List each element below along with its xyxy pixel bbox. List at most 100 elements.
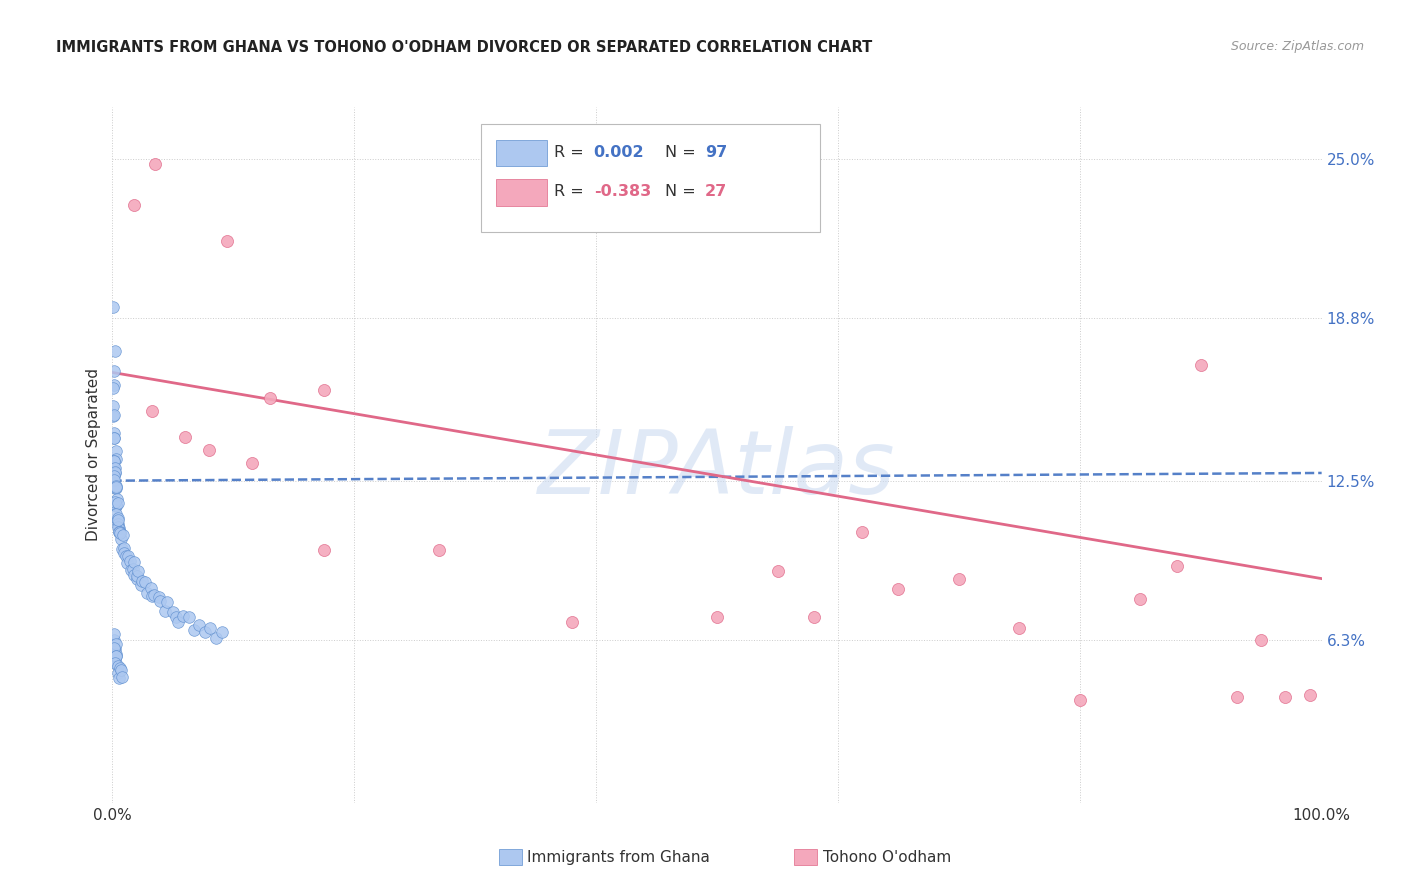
Point: [1274, 690, 1296, 705]
Text: ZIPAtlas: ZIPAtlas: [538, 425, 896, 512]
Point: [104, 498, 127, 512]
Point: [148, 590, 170, 604]
Point: [120, 563, 142, 577]
Point: [110, 533, 132, 547]
Point: [107, 671, 129, 685]
Y-axis label: Divorced or Separated: Divorced or Separated: [86, 368, 101, 541]
Point: [103, 431, 125, 445]
Point: [165, 610, 187, 624]
Point: [561, 615, 583, 630]
Point: [105, 491, 128, 506]
Point: [103, 408, 125, 422]
Point: [104, 647, 127, 661]
Point: [125, 569, 148, 583]
Point: [112, 541, 135, 555]
Point: [107, 516, 129, 531]
Point: [104, 653, 127, 667]
Point: [103, 461, 125, 475]
Point: [172, 608, 194, 623]
Point: [104, 466, 127, 480]
Text: 97: 97: [704, 145, 727, 160]
Point: [122, 198, 145, 212]
Point: [103, 377, 125, 392]
Point: [104, 467, 127, 481]
Point: [103, 626, 125, 640]
Point: [104, 656, 127, 670]
Point: [141, 404, 163, 418]
Point: [194, 624, 217, 639]
Point: [162, 605, 184, 619]
Point: [167, 615, 190, 629]
Point: [211, 625, 233, 640]
Point: [108, 521, 131, 535]
Text: R =: R =: [554, 185, 589, 200]
Point: [105, 512, 128, 526]
Point: [149, 594, 172, 608]
Point: [103, 641, 125, 656]
Point: [198, 442, 221, 457]
Point: [108, 524, 131, 539]
Point: [107, 511, 129, 525]
Point: [156, 595, 179, 609]
Point: [105, 507, 128, 521]
Point: [187, 617, 209, 632]
Point: [706, 610, 728, 624]
Point: [108, 524, 131, 539]
Text: Immigrants from Ghana: Immigrants from Ghana: [527, 850, 710, 864]
Point: [104, 637, 127, 651]
Point: [312, 384, 335, 398]
Point: [139, 581, 162, 595]
Point: [205, 631, 228, 645]
Point: [107, 496, 129, 510]
Point: [114, 549, 136, 564]
Point: [103, 364, 125, 378]
Point: [766, 564, 789, 578]
Point: [103, 454, 125, 468]
Point: [105, 649, 128, 664]
Point: [104, 481, 127, 495]
Text: 27: 27: [704, 185, 727, 200]
Point: [110, 661, 132, 675]
Point: [104, 648, 127, 663]
Point: [1250, 633, 1272, 648]
Point: [107, 513, 129, 527]
Point: [105, 480, 128, 494]
Point: [1226, 690, 1249, 705]
Text: Tohono O'odham: Tohono O'odham: [823, 850, 950, 864]
Point: [153, 604, 176, 618]
Point: [105, 498, 128, 512]
Text: N =: N =: [665, 185, 702, 200]
Point: [198, 621, 221, 635]
Point: [103, 454, 125, 468]
Point: [103, 300, 125, 314]
Point: [131, 574, 153, 588]
Point: [143, 588, 166, 602]
Point: [134, 575, 156, 590]
Point: [217, 234, 239, 248]
Point: [107, 520, 129, 534]
Point: [124, 568, 146, 582]
Point: [240, 456, 263, 470]
Point: [136, 586, 159, 600]
Point: [111, 670, 134, 684]
Point: [117, 549, 139, 564]
Text: N =: N =: [665, 145, 702, 160]
Point: [104, 479, 127, 493]
Point: [105, 499, 128, 513]
Point: [312, 543, 335, 558]
Point: [183, 623, 205, 637]
Point: [103, 344, 125, 359]
Point: [174, 430, 197, 444]
Point: [1069, 692, 1091, 706]
Point: [1129, 592, 1152, 607]
Point: [108, 525, 131, 540]
Point: [103, 431, 125, 445]
Point: [115, 556, 138, 570]
Point: [1166, 558, 1188, 573]
Text: R =: R =: [554, 145, 589, 160]
Point: [103, 632, 125, 647]
Point: [101, 381, 124, 395]
Point: [112, 546, 135, 560]
Point: [259, 391, 281, 405]
Point: [108, 525, 131, 540]
